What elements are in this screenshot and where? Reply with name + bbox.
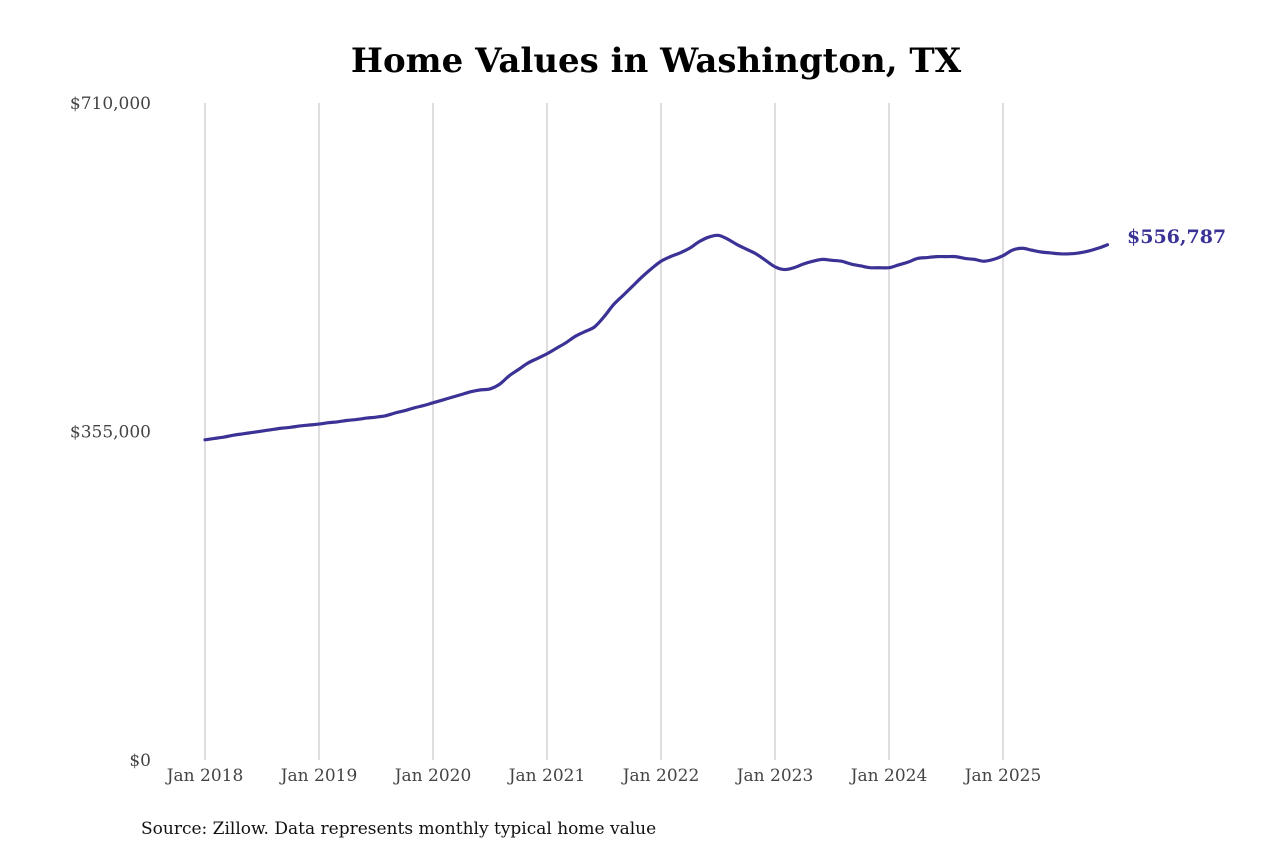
series-line	[203, 233, 1110, 442]
gridlines	[204, 103, 1004, 760]
y-axis: $0 $355,000 $710,000	[70, 94, 151, 771]
source-note: Source: Zillow. Data represents monthly …	[141, 819, 656, 839]
x-tick-label: Jan 2024	[849, 766, 928, 786]
x-tick-label: Jan 2020	[393, 766, 472, 786]
chart-title: Home Values in Washington, TX	[351, 41, 962, 81]
x-tick-label: Jan 2021	[507, 766, 586, 786]
y-tick-label: $710,000	[70, 94, 151, 114]
x-tick-label: Jan 2019	[279, 766, 358, 786]
x-tick-label: Jan 2018	[165, 766, 244, 786]
y-tick-label: $355,000	[70, 423, 151, 443]
x-tick-label: Jan 2025	[963, 766, 1042, 786]
end-value-label: $556,787	[1127, 226, 1226, 248]
x-axis: Jan 2018 Jan 2019 Jan 2020 Jan 2021 Jan 2022…	[165, 766, 1042, 786]
x-tick-label: Jan 2022	[621, 766, 700, 786]
y-tick-label: $0	[129, 751, 151, 771]
x-tick-label: Jan 2023	[735, 766, 814, 786]
